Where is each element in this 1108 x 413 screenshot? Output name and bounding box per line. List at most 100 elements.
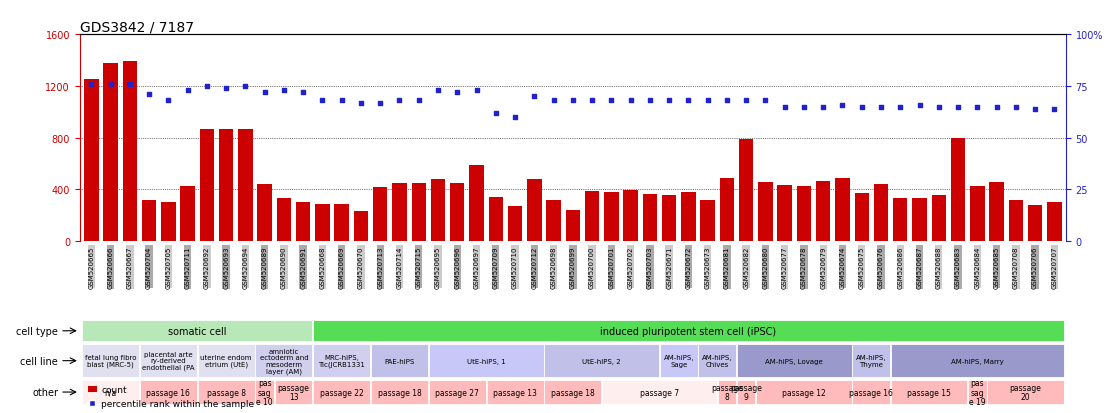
- Bar: [353, 211, 368, 242]
- Bar: [546, 200, 561, 242]
- Point: [468, 88, 485, 94]
- Bar: [489, 197, 503, 242]
- Bar: [371, 344, 428, 377]
- Text: passage 8: passage 8: [207, 388, 246, 396]
- Point: [102, 81, 120, 88]
- Bar: [219, 129, 234, 242]
- Point: [371, 100, 389, 107]
- Bar: [161, 203, 175, 242]
- Bar: [411, 183, 425, 242]
- Bar: [797, 186, 811, 242]
- Bar: [602, 380, 717, 404]
- Bar: [565, 211, 581, 242]
- Bar: [103, 64, 117, 242]
- Bar: [893, 198, 907, 242]
- Point: [275, 88, 293, 94]
- Point: [892, 104, 910, 111]
- Point: [1007, 104, 1025, 111]
- Bar: [84, 80, 99, 242]
- Text: passage 27: passage 27: [435, 388, 480, 396]
- Bar: [987, 380, 1064, 404]
- Bar: [835, 178, 850, 242]
- Bar: [277, 199, 291, 242]
- Point: [950, 104, 967, 111]
- Legend: count, percentile rank within the sample: count, percentile rank within the sample: [84, 382, 258, 411]
- Bar: [429, 344, 544, 377]
- Point: [814, 104, 832, 111]
- Text: passage 7: passage 7: [640, 388, 679, 396]
- Point: [160, 98, 177, 104]
- Text: UtE-hiPS, 1: UtE-hiPS, 1: [466, 358, 505, 364]
- Text: fetal lung fibro
blast (MRC-5): fetal lung fibro blast (MRC-5): [85, 354, 136, 367]
- Bar: [256, 380, 274, 404]
- Bar: [199, 129, 214, 242]
- Bar: [197, 344, 255, 377]
- Text: amniotic
ectoderm and
mesoderm
layer (AM): amniotic ectoderm and mesoderm layer (AM…: [259, 348, 308, 374]
- Bar: [989, 183, 1004, 242]
- Text: PAE-hiPS: PAE-hiPS: [384, 358, 414, 364]
- Point: [525, 94, 543, 100]
- Point: [141, 92, 158, 98]
- Point: [178, 88, 196, 94]
- Bar: [507, 206, 522, 242]
- Point: [699, 98, 717, 104]
- Point: [911, 102, 929, 109]
- Point: [82, 81, 100, 88]
- Point: [449, 90, 466, 96]
- Bar: [720, 178, 735, 242]
- Bar: [140, 380, 197, 404]
- Bar: [874, 184, 889, 242]
- Text: passage 18: passage 18: [551, 388, 595, 396]
- Point: [930, 104, 947, 111]
- Text: AM-hiPS,
Thyme: AM-hiPS, Thyme: [856, 355, 886, 367]
- Point: [796, 104, 813, 111]
- Bar: [756, 380, 852, 404]
- Bar: [256, 344, 312, 377]
- Text: AM-hiPS,
Sage: AM-hiPS, Sage: [664, 355, 694, 367]
- Point: [833, 102, 851, 109]
- Bar: [698, 344, 736, 377]
- Bar: [1047, 202, 1061, 242]
- Text: uterine endom
etrium (UtE): uterine endom etrium (UtE): [201, 354, 252, 367]
- Text: AM-hiPS, Lovage: AM-hiPS, Lovage: [766, 358, 823, 364]
- Bar: [181, 186, 195, 242]
- Point: [679, 98, 697, 104]
- Bar: [951, 139, 965, 242]
- Point: [776, 104, 793, 111]
- Bar: [585, 191, 599, 242]
- Text: placental arte
ry-derived
endothelial (PA: placental arte ry-derived endothelial (P…: [142, 351, 195, 370]
- Text: passage 13: passage 13: [493, 388, 537, 396]
- Point: [642, 98, 659, 104]
- Bar: [314, 380, 370, 404]
- Bar: [197, 380, 255, 404]
- Bar: [718, 380, 736, 404]
- Point: [121, 81, 138, 88]
- Point: [545, 98, 563, 104]
- Text: passage
20: passage 20: [1009, 383, 1042, 401]
- Bar: [296, 203, 310, 242]
- Bar: [739, 140, 753, 242]
- Bar: [700, 201, 715, 242]
- Text: passage
8: passage 8: [711, 383, 742, 401]
- Point: [429, 88, 447, 94]
- Bar: [912, 198, 926, 242]
- Bar: [624, 191, 638, 242]
- Bar: [314, 321, 1064, 341]
- Bar: [932, 196, 946, 242]
- Point: [314, 98, 331, 104]
- Bar: [758, 183, 772, 242]
- Text: GDS3842 / 7187: GDS3842 / 7187: [80, 20, 194, 34]
- Bar: [852, 380, 890, 404]
- Point: [352, 100, 370, 107]
- Bar: [238, 129, 253, 242]
- Text: passage 16: passage 16: [146, 388, 191, 396]
- Bar: [971, 187, 985, 242]
- Point: [968, 104, 986, 111]
- Text: passage
13: passage 13: [278, 383, 309, 401]
- Bar: [891, 344, 1064, 377]
- Point: [198, 83, 216, 90]
- Point: [987, 104, 1005, 111]
- Text: passage 15: passage 15: [907, 388, 951, 396]
- Bar: [643, 195, 657, 242]
- Text: passage 12: passage 12: [782, 388, 825, 396]
